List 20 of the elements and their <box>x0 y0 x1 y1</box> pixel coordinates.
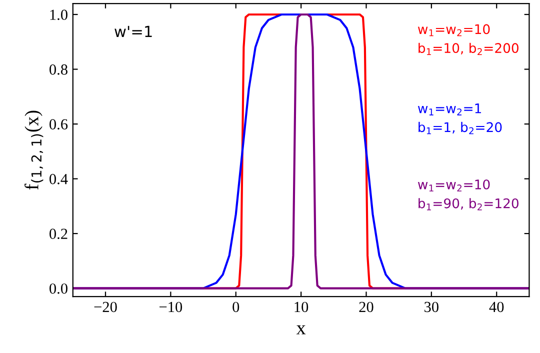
x-tick-label: −20 <box>94 302 117 312</box>
y-tick-label: 0.4 <box>50 174 68 184</box>
x-tick-label: 10 <box>294 302 308 312</box>
x-axis-title: x <box>296 325 306 334</box>
x-tick-label: 30 <box>424 302 438 312</box>
y-tick-label: 0.8 <box>50 64 68 75</box>
y-tick-label: 0.6 <box>50 119 68 130</box>
text: w$_{1}$=w$_{2}$=1 b$_{1}$=1, b$_{2}$=20 <box>418 104 502 134</box>
line-series <box>72 13 530 290</box>
annotation: w'=1 <box>114 26 152 38</box>
y-tick-label: 0.0 <box>50 283 68 294</box>
x-tick-label: −10 <box>159 302 182 312</box>
x-tick-label: 20 <box>359 302 374 312</box>
y-tick-label: 0.2 <box>50 228 68 240</box>
y-axis-title: f$_{(1,2,1)}$(x) <box>24 110 44 190</box>
x-tick-label: 40 <box>489 302 504 312</box>
text: w$_{1}$=w$_{2}$=10 b$_{1}$=90, b$_{2}$=120 <box>418 179 518 210</box>
x-tick-label: 0 <box>232 302 240 312</box>
y-tick-label: 1.0 <box>50 10 68 20</box>
text: w$_{1}$=w$_{2}$=10 b$_{1}$=10, b$_{2}$=200 <box>418 24 518 56</box>
